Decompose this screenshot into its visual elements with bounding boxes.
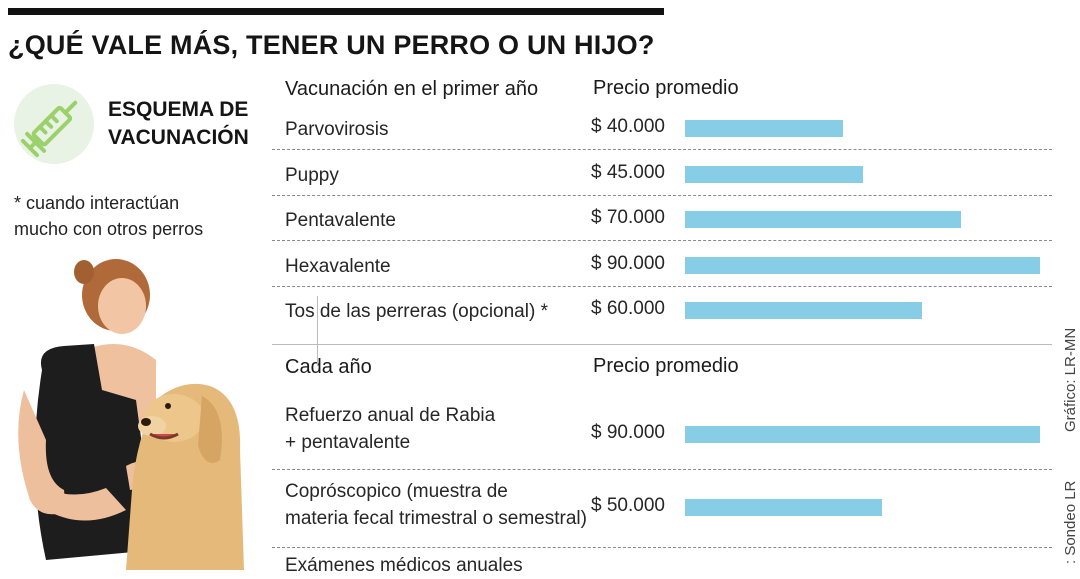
row-label-line: Copróscopico (muestra de (285, 481, 508, 502)
section-heading: Cada año (285, 356, 372, 378)
vertical-guide (317, 296, 318, 366)
row-label-line: + pentavalente (285, 432, 411, 453)
row-label-line: Hexavalente (285, 256, 391, 277)
row-label: Exámenes médicos anuales (285, 552, 523, 579)
footnote: * cuando interactúan mucho con otros per… (14, 190, 244, 242)
section-divider (272, 344, 1052, 345)
bar (685, 166, 863, 183)
row-divider (272, 469, 1052, 470)
row-label: Tos de las perreras (opcional) * (285, 298, 548, 325)
bar (685, 302, 922, 319)
row-price: $ 60.000 (591, 298, 665, 319)
row-label-line: Exámenes médicos anuales (285, 555, 523, 576)
bar (685, 257, 1040, 274)
price-heading: Precio promedio (593, 77, 739, 99)
footnote-line1: * cuando interactúan (14, 193, 180, 213)
price-heading: Precio promedio (593, 355, 739, 377)
row-label: Parvovirosis (285, 116, 388, 143)
scheme-title: ESQUEMA DE VACUNACIÓN (108, 96, 249, 152)
scheme-title-line2: VACUNACIÓN (108, 126, 249, 149)
bar (685, 120, 843, 137)
syringe-badge (14, 84, 94, 164)
row-label: Puppy (285, 162, 339, 189)
row-price: $ 70.000 (591, 207, 665, 228)
scheme-title-line1: ESQUEMA DE (108, 98, 249, 121)
bar (685, 211, 961, 228)
row-divider (272, 195, 1052, 196)
footnote-line2: mucho con otros perros (14, 219, 204, 239)
row-divider (272, 547, 1052, 548)
bar (685, 426, 1040, 443)
row-label-line: materia fecal trimestral o semestral) (285, 508, 587, 529)
bar (685, 499, 882, 516)
row-label: Refuerzo anual de Rabia + pentavalente (285, 402, 495, 456)
row-divider (272, 149, 1052, 150)
woman-with-dog-photo (18, 259, 244, 570)
top-rule (8, 8, 664, 15)
page-title: ¿QUÉ VALE MÁS, TENER UN PERRO O UN HIJO? (8, 30, 655, 60)
row-label: Hexavalente (285, 253, 391, 280)
row-price: $ 90.000 (591, 253, 665, 274)
row-label-line: Refuerzo anual de Rabia (285, 405, 496, 426)
row-divider (272, 240, 1052, 241)
row-label: Copróscopico (muestra de materia fecal tr… (285, 478, 587, 532)
row-label-line: Pentavalente (285, 210, 396, 231)
row-label-line: Parvovirosis (285, 119, 389, 140)
graphic-credit: Gráfico: LR-MN (1062, 327, 1079, 432)
row-price: $ 50.000 (591, 495, 665, 516)
row-price: $ 45.000 (591, 162, 665, 183)
source-credit: : Sondeo LR (1062, 480, 1079, 564)
row-label-line: Tos de las perreras (opcional) * (285, 301, 548, 322)
row-divider (272, 286, 1052, 287)
row-price: $ 40.000 (591, 116, 665, 137)
section-heading: Vacunación en el primer año (285, 78, 539, 100)
row-price: $ 90.000 (591, 422, 665, 443)
syringe-icon (20, 100, 78, 158)
row-label: Pentavalente (285, 207, 396, 234)
row-label-line: Puppy (285, 165, 339, 186)
